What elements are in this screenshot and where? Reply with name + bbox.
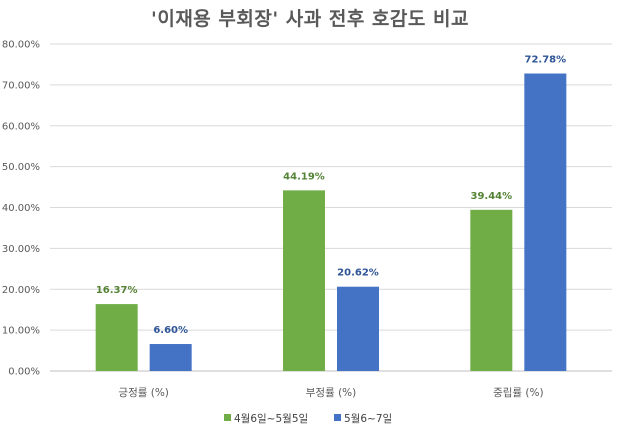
y-tick-label: 10.00% [2, 326, 40, 337]
bar [283, 190, 325, 371]
y-tick-label: 60.00% [2, 121, 40, 132]
bar [337, 286, 379, 371]
data-label: 6.60% [153, 325, 188, 336]
x-tick-label: 부정률 (%) [306, 387, 357, 399]
data-label: 72.78% [525, 55, 567, 66]
x-tick-label: 중립률 (%) [493, 386, 544, 399]
x-tick-label: 긍정률 (%) [118, 387, 169, 399]
legend-label: 5월6~7일 [344, 412, 392, 425]
data-label: 44.19% [283, 171, 325, 182]
bar [149, 344, 192, 371]
y-tick-label: 30.00% [2, 244, 40, 255]
y-tick-label: 80.00% [2, 40, 40, 51]
legend-label: 4월6일~5월5일 [234, 412, 308, 425]
bar [524, 73, 567, 371]
legend-swatch [224, 414, 231, 421]
y-tick-label: 40.00% [2, 203, 40, 214]
data-label: 39.44% [471, 191, 513, 202]
chart-title: '이재용 부회장' 사과 전후 호감도 비교 [151, 8, 469, 30]
bar [470, 209, 513, 371]
y-tick-label: 20.00% [2, 285, 40, 296]
y-tick-label: 70.00% [2, 80, 40, 91]
legend-swatch [334, 414, 341, 421]
y-tick-label: 50.00% [2, 162, 40, 173]
data-label: 16.37% [96, 285, 138, 296]
bar [95, 304, 138, 371]
y-tick-label: 0.00% [8, 367, 40, 378]
data-label: 20.62% [337, 268, 379, 279]
